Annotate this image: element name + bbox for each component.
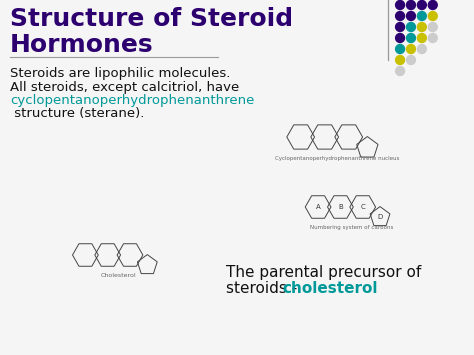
- Text: Numbering system of carbons: Numbering system of carbons: [310, 225, 393, 230]
- Circle shape: [396, 55, 404, 65]
- Text: B: B: [338, 204, 343, 210]
- Circle shape: [407, 44, 415, 54]
- Circle shape: [407, 55, 415, 65]
- Circle shape: [396, 33, 404, 43]
- Circle shape: [396, 0, 404, 10]
- Circle shape: [396, 11, 404, 21]
- Text: Hormones: Hormones: [10, 33, 154, 57]
- Text: All steroids, except calcitriol, have: All steroids, except calcitriol, have: [10, 81, 239, 94]
- Circle shape: [418, 0, 426, 10]
- Text: Cyclopentanoperhydrophenanthrene nucleus: Cyclopentanoperhydrophenanthrene nucleus: [274, 156, 399, 161]
- Circle shape: [418, 44, 426, 54]
- Circle shape: [407, 11, 415, 21]
- Text: steroids -: steroids -: [226, 281, 302, 296]
- Text: cyclopentanoperhydrophenanthrene: cyclopentanoperhydrophenanthrene: [10, 94, 254, 107]
- Circle shape: [418, 11, 426, 21]
- Circle shape: [407, 0, 415, 10]
- Text: A: A: [316, 204, 320, 210]
- Circle shape: [407, 33, 415, 43]
- Circle shape: [418, 33, 426, 43]
- Circle shape: [396, 22, 404, 32]
- Circle shape: [428, 33, 437, 43]
- Circle shape: [428, 0, 437, 10]
- Circle shape: [428, 11, 437, 21]
- Text: Cholesterol: Cholesterol: [101, 273, 137, 278]
- Text: structure (sterane).: structure (sterane).: [10, 107, 144, 120]
- Circle shape: [407, 22, 415, 32]
- Circle shape: [428, 22, 437, 32]
- Circle shape: [418, 22, 426, 32]
- Text: The parental precursor of: The parental precursor of: [226, 265, 421, 280]
- Text: Steroids are lipophilic molecules.: Steroids are lipophilic molecules.: [10, 67, 230, 80]
- Circle shape: [396, 44, 404, 54]
- Circle shape: [396, 66, 404, 76]
- Text: Structure of Steroid: Structure of Steroid: [10, 7, 293, 31]
- Text: C: C: [360, 204, 365, 210]
- Text: D: D: [377, 214, 383, 220]
- Text: cholesterol: cholesterol: [282, 281, 378, 296]
